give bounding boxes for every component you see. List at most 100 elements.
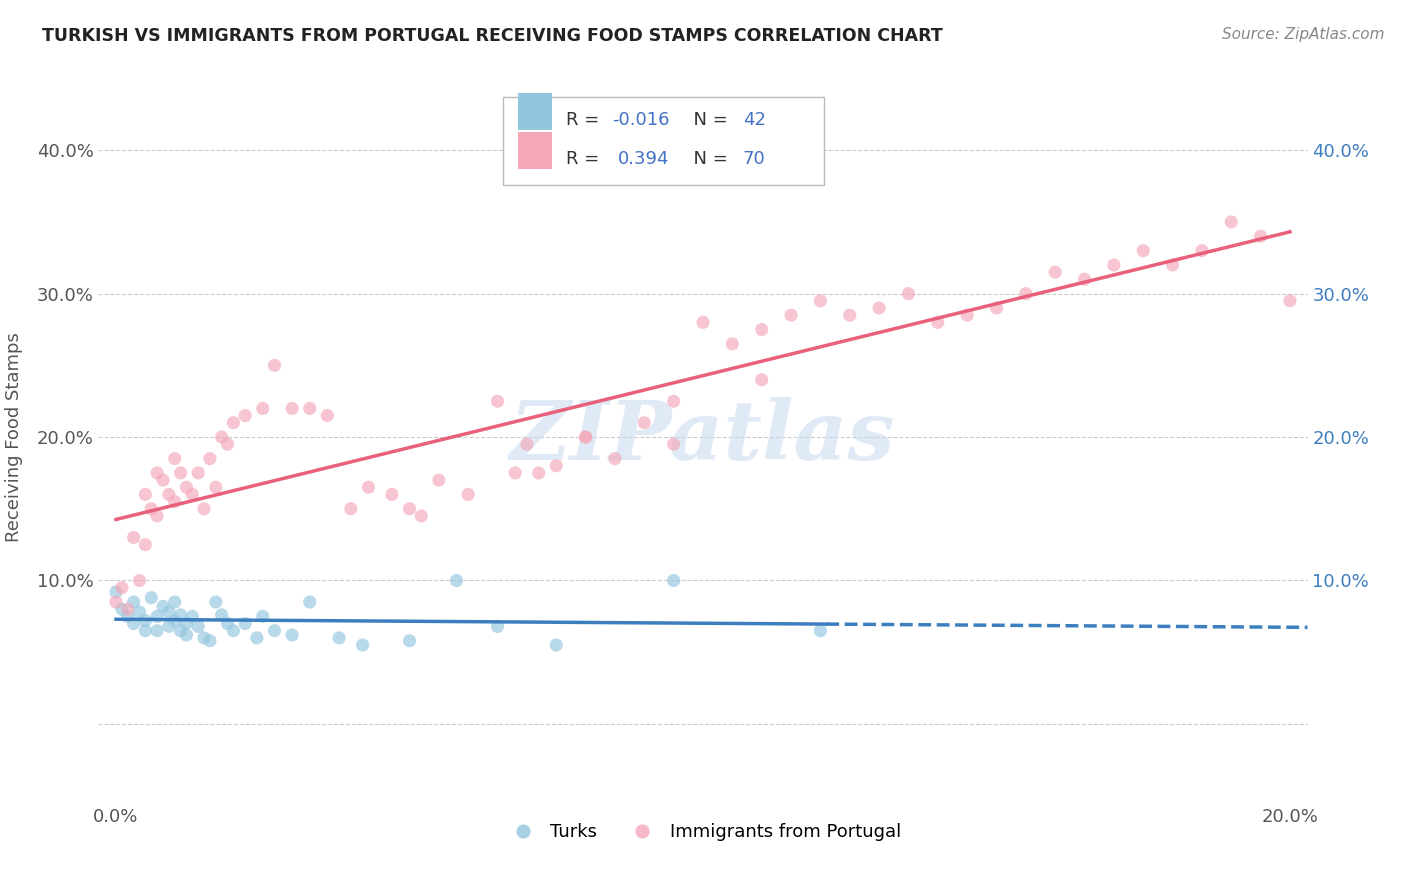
Point	[157, 619, 180, 633]
Text: N =: N =	[682, 112, 734, 129]
Point	[246, 631, 269, 645]
Point	[204, 595, 226, 609]
Point	[233, 616, 256, 631]
Bar	[517, 94, 553, 130]
Bar	[517, 132, 553, 169]
Point	[217, 437, 239, 451]
Point	[122, 531, 145, 545]
Point	[927, 315, 949, 329]
Point	[1132, 244, 1154, 258]
Point	[281, 628, 304, 642]
FancyBboxPatch shape	[503, 97, 824, 185]
Point	[217, 616, 239, 631]
Point	[751, 322, 773, 336]
Point	[633, 416, 655, 430]
Point	[163, 451, 186, 466]
Point	[222, 624, 245, 638]
Point	[527, 466, 550, 480]
Point	[141, 501, 163, 516]
Point	[163, 494, 186, 508]
Point	[141, 591, 163, 605]
Point	[169, 624, 191, 638]
Point	[105, 585, 128, 599]
Point	[340, 501, 363, 516]
Point	[1015, 286, 1038, 301]
Text: R =: R =	[567, 150, 606, 168]
Point	[134, 487, 156, 501]
Point	[503, 466, 526, 480]
Text: ZIPatlas: ZIPatlas	[510, 397, 896, 477]
Point	[263, 359, 285, 373]
Point	[163, 614, 186, 628]
Text: -0.016: -0.016	[613, 112, 669, 129]
Point	[117, 609, 139, 624]
Y-axis label: Receiving Food Stamps: Receiving Food Stamps	[4, 332, 22, 542]
Point	[134, 624, 156, 638]
Point	[193, 501, 215, 516]
Point	[169, 466, 191, 480]
Text: 70: 70	[742, 150, 766, 168]
Point	[181, 487, 204, 501]
Point	[751, 373, 773, 387]
Point	[163, 595, 186, 609]
Point	[546, 638, 568, 652]
Point	[198, 451, 221, 466]
Point	[128, 574, 150, 588]
Point	[546, 458, 568, 473]
Point	[157, 605, 180, 619]
Legend: Turks, Immigrants from Portugal: Turks, Immigrants from Portugal	[498, 816, 908, 848]
Point	[780, 308, 803, 322]
Point	[357, 480, 380, 494]
Text: R =: R =	[567, 112, 606, 129]
Point	[516, 437, 538, 451]
Point	[956, 308, 979, 322]
Point	[486, 619, 509, 633]
Point	[298, 595, 321, 609]
Point	[1073, 272, 1095, 286]
Point	[152, 599, 174, 614]
Point	[146, 508, 169, 523]
Text: TURKISH VS IMMIGRANTS FROM PORTUGAL RECEIVING FOOD STAMPS CORRELATION CHART: TURKISH VS IMMIGRANTS FROM PORTUGAL RECE…	[42, 27, 943, 45]
Point	[187, 466, 209, 480]
Point	[486, 394, 509, 409]
Point	[662, 394, 685, 409]
Point	[187, 619, 209, 633]
Point	[457, 487, 479, 501]
Point	[157, 487, 180, 501]
Point	[122, 595, 145, 609]
Point	[146, 466, 169, 480]
Point	[134, 614, 156, 628]
Point	[427, 473, 450, 487]
Point	[198, 633, 221, 648]
Text: 42: 42	[742, 112, 766, 129]
Point	[181, 609, 204, 624]
Point	[1220, 215, 1243, 229]
Point	[662, 437, 685, 451]
Point	[281, 401, 304, 416]
Point	[111, 602, 134, 616]
Point	[211, 430, 233, 444]
Point	[134, 538, 156, 552]
Point	[252, 609, 274, 624]
Point	[575, 430, 598, 444]
Point	[575, 430, 598, 444]
Point	[111, 581, 134, 595]
Point	[808, 293, 831, 308]
Point	[662, 574, 685, 588]
Point	[263, 624, 285, 638]
Point	[868, 301, 890, 315]
Point	[1102, 258, 1125, 272]
Point	[252, 401, 274, 416]
Point	[117, 602, 139, 616]
Point	[1250, 229, 1272, 244]
Point	[838, 308, 860, 322]
Point	[193, 631, 215, 645]
Point	[721, 336, 744, 351]
Point	[105, 595, 128, 609]
Point	[398, 633, 420, 648]
Point	[176, 480, 198, 494]
Point	[176, 616, 198, 631]
Point	[176, 628, 198, 642]
Point	[1161, 258, 1184, 272]
Point	[146, 624, 169, 638]
